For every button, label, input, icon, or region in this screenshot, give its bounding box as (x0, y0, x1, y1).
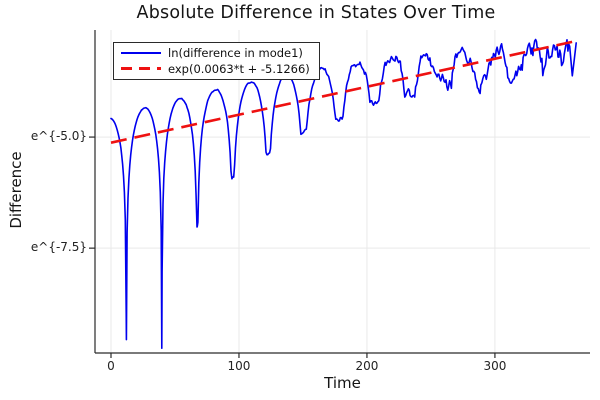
x-axis-label: Time (324, 374, 361, 392)
red-dashed-line-swatch (121, 67, 161, 70)
legend-item-blue: ln(difference in mode1) (121, 45, 310, 60)
legend-box: ln(difference in mode1) exp(0.0063*t + -… (113, 42, 320, 80)
axes (94, 30, 590, 354)
red-trend-line (110, 39, 580, 144)
axis-tick-marks (89, 136, 496, 358)
y-tick-label: e^{-7.5} (30, 240, 87, 255)
legend-label-blue: ln(difference in mode1) (168, 45, 303, 60)
x-tick-label: 200 (355, 359, 379, 373)
y-tick-label: e^{-5.0} (30, 129, 87, 144)
x-tick-label: 300 (483, 359, 507, 373)
chart-title: Absolute Difference in States Over Time (136, 3, 496, 23)
blue-series-line (110, 38, 577, 349)
y-axis-label: Difference (7, 151, 25, 229)
x-tick-label: 100 (227, 359, 251, 373)
blue-line-swatch (121, 51, 161, 54)
legend-label-red: exp(0.0063*t + -5.1266) (168, 61, 310, 76)
x-tick-label: 0 (107, 359, 115, 373)
legend-item-red: exp(0.0063*t + -5.1266) (121, 61, 310, 76)
gridlines (95, 30, 590, 353)
